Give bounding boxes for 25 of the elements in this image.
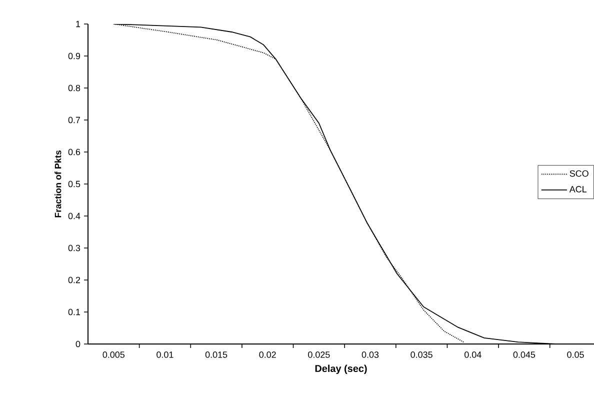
x-tick-label: 0.03 xyxy=(362,352,379,358)
y-tick-label: 0.5 xyxy=(68,180,80,188)
x-tick-label: 0.02 xyxy=(259,352,276,358)
y-tick-label: 0 xyxy=(76,340,80,348)
y-tick-label: 0.6 xyxy=(68,148,80,156)
y-tick-label: 0.8 xyxy=(68,84,80,92)
y-tick-label: 0.3 xyxy=(68,244,80,252)
x-tick-label: 0.025 xyxy=(308,352,330,358)
x-tick-label: 0.04 xyxy=(464,352,482,358)
x-tick-label: 0.015 xyxy=(205,352,228,358)
y-tick-label: 0.7 xyxy=(68,116,80,124)
y-tick-label: 0.4 xyxy=(68,212,80,220)
x-tick-label: 0.045 xyxy=(513,352,536,358)
legend-label: SCO xyxy=(570,170,588,177)
y-tick-label: 0.9 xyxy=(68,52,80,60)
x-tick-label: 0.035 xyxy=(410,352,432,358)
x-tick-label: 0.05 xyxy=(567,352,584,358)
y-tick-label: 0.1 xyxy=(68,308,80,316)
x-tick-label: 0.01 xyxy=(156,352,174,358)
legend-label: ACL xyxy=(569,186,587,192)
y-tick-label: 1 xyxy=(76,20,80,28)
x-tick-label: 0.005 xyxy=(102,352,124,358)
y-axis-title: Fraction of Pkts xyxy=(54,150,62,218)
y-tick-label: 0.2 xyxy=(68,276,80,284)
x-axis-title: Delay (sec) xyxy=(315,364,367,374)
